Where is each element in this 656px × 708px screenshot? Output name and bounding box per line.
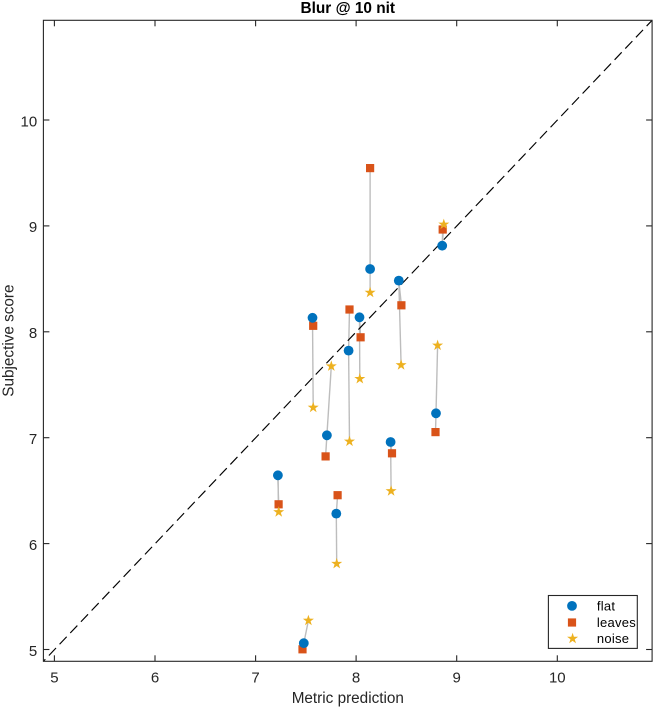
svg-text:7: 7: [251, 670, 259, 687]
svg-text:5: 5: [29, 643, 37, 660]
svg-text:6: 6: [151, 670, 159, 687]
svg-text:6: 6: [29, 537, 37, 554]
svg-text:9: 9: [29, 219, 37, 236]
svg-text:flat: flat: [597, 598, 615, 613]
svg-text:Subjective score: Subjective score: [1, 284, 18, 396]
svg-text:10: 10: [21, 113, 38, 130]
svg-text:Blur @ 10 nit: Blur @ 10 nit: [301, 0, 396, 17]
svg-text:leaves: leaves: [597, 615, 636, 630]
svg-text:5: 5: [50, 670, 58, 687]
svg-text:Metric prediction: Metric prediction: [292, 690, 404, 707]
svg-text:7: 7: [29, 431, 37, 448]
svg-text:8: 8: [352, 670, 360, 687]
svg-text:8: 8: [29, 325, 37, 342]
svg-text:noise: noise: [597, 631, 629, 646]
svg-text:10: 10: [549, 670, 566, 687]
svg-text:9: 9: [453, 670, 461, 687]
